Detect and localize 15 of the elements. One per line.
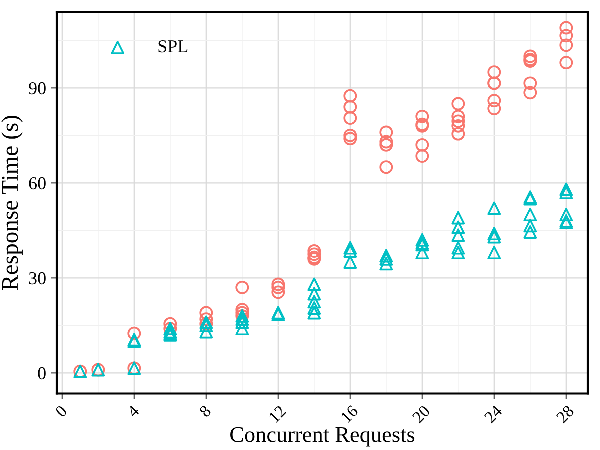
x-tick-label: 24 (484, 404, 503, 424)
y-tick-label: 0 (38, 367, 46, 380)
x-axis-title: Concurrent Requests (230, 427, 415, 447)
x-tick-label: 16 (340, 404, 359, 424)
x-tick-label: 20 (412, 404, 431, 424)
y-axis-title: Response Time (s) (2, 116, 23, 290)
legend-label: SPL (158, 40, 188, 53)
x-tick-label: 0 (54, 404, 68, 418)
x-tick-label: 4 (126, 404, 140, 418)
y-tick-label: 90 (29, 82, 46, 95)
x-tick-label: 12 (268, 405, 286, 424)
x-tick-label: 8 (198, 404, 212, 418)
y-tick-label: 60 (29, 177, 46, 190)
y-tick-label: 30 (29, 272, 46, 285)
x-tick-label: 28 (556, 404, 575, 424)
